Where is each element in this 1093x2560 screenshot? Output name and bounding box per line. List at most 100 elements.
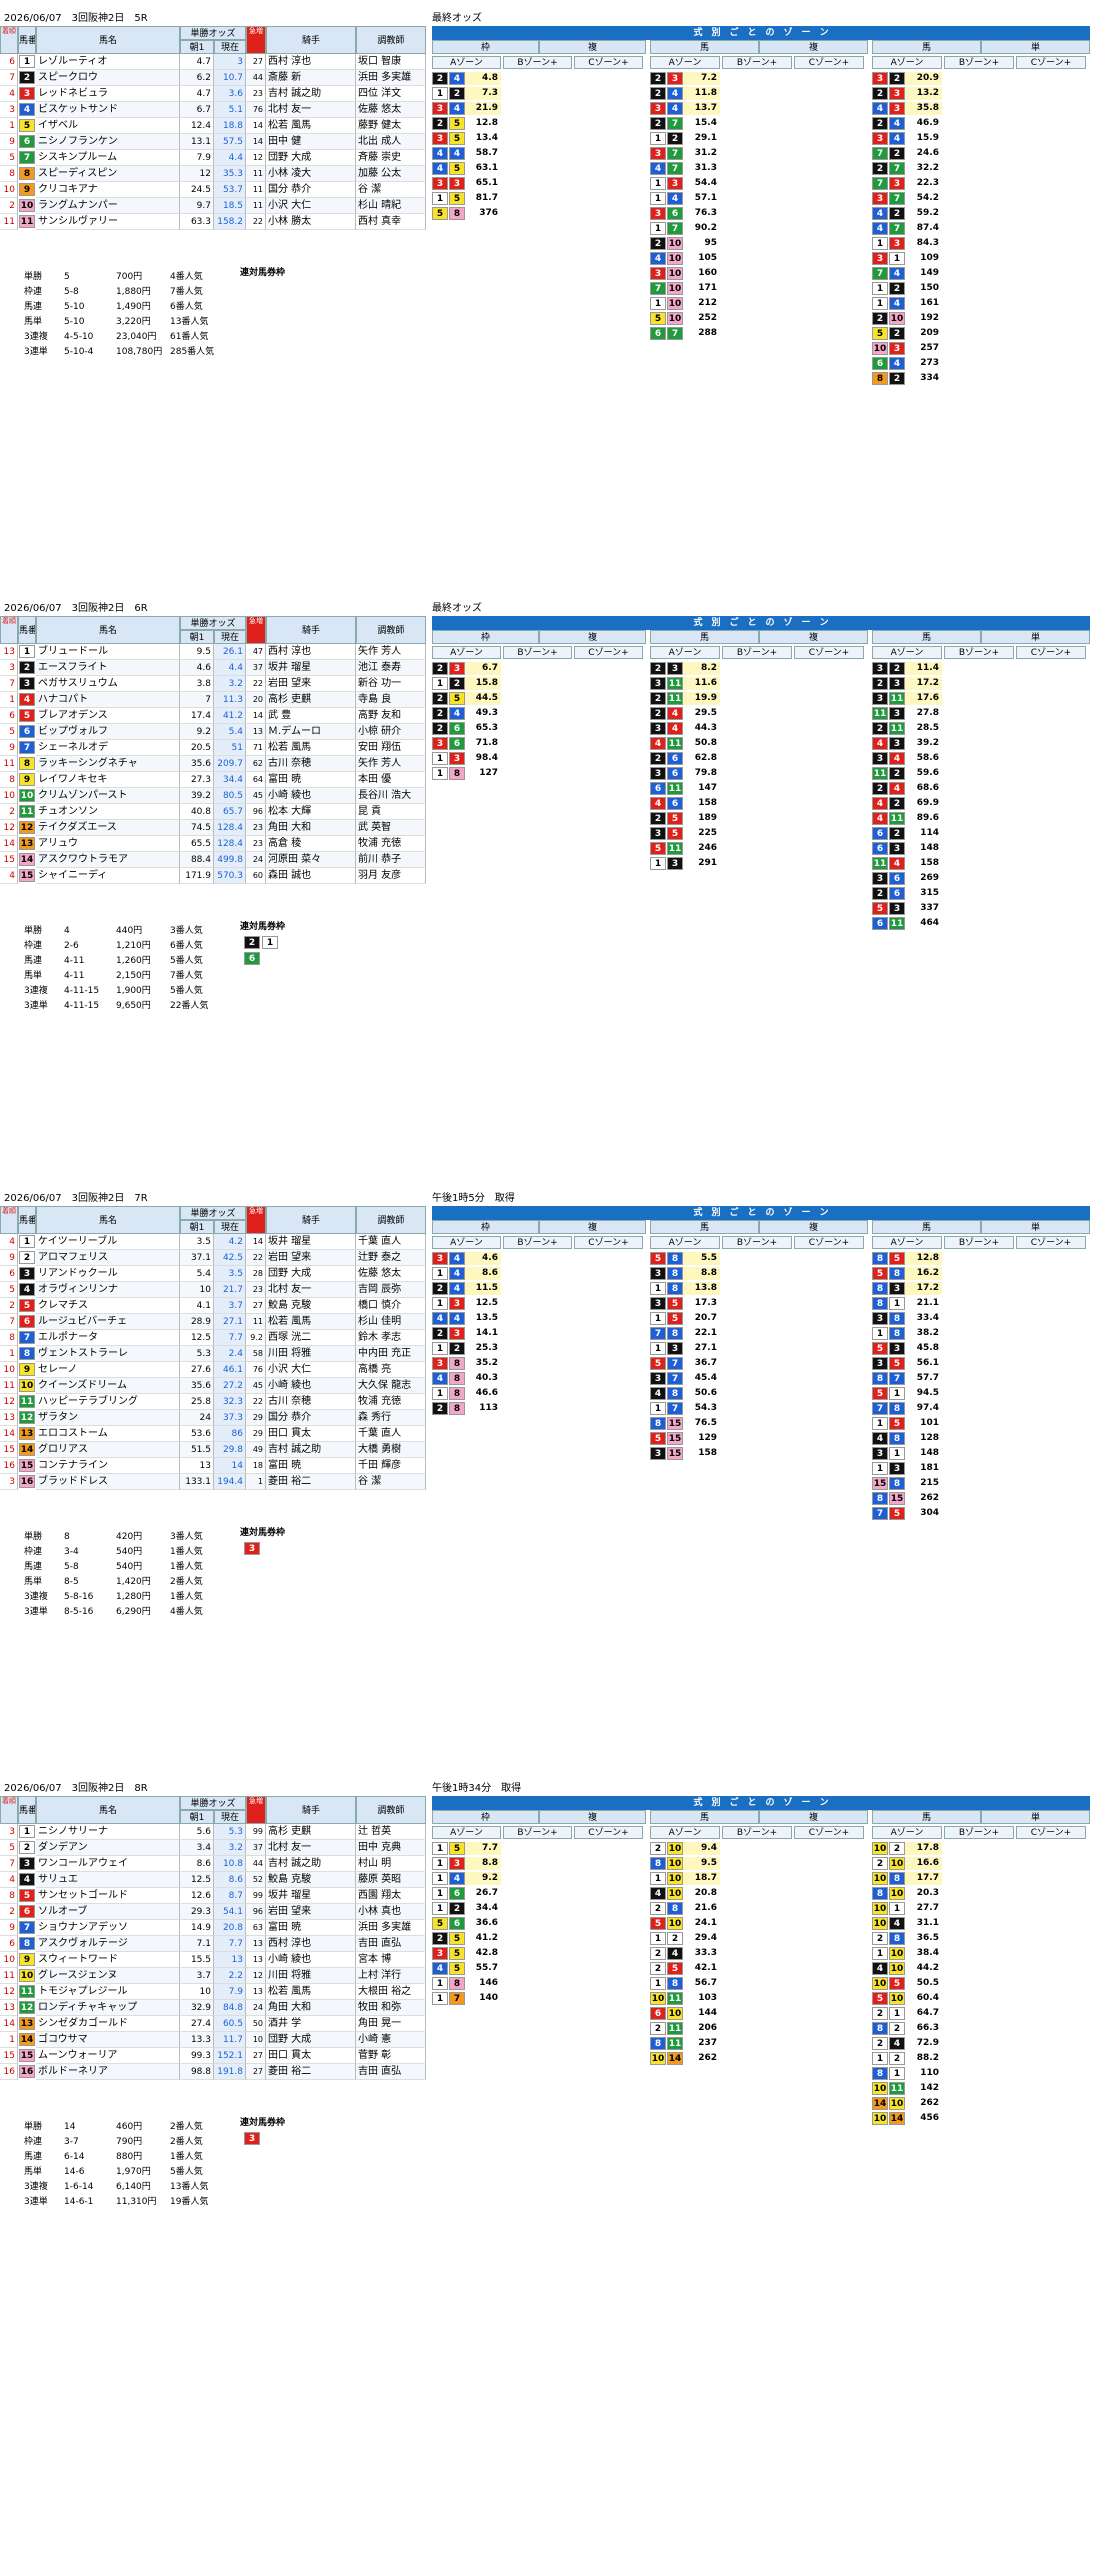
jockey: 菱田 裕二 — [266, 1474, 356, 1490]
change: 52 — [246, 1872, 266, 1888]
combo-first: 10 — [872, 2082, 888, 2095]
section-b: 複 — [759, 40, 868, 54]
jockey: 吉村 誠之助 — [266, 1442, 356, 1458]
horse-name: シンゼダカゴールド — [36, 2016, 180, 2032]
horse-number: 8 — [19, 1347, 35, 1360]
change: 96 — [246, 804, 266, 820]
zone-odds: 36.6 — [465, 1917, 501, 1930]
odds-now: 13 — [214, 1952, 246, 1968]
trainer: 杉山 晴紀 — [356, 198, 426, 214]
horse-name: ビスケットサンド — [36, 102, 180, 118]
combo-second: 3 — [449, 1327, 465, 1340]
zone-label: Cゾーン+ — [574, 1236, 643, 1249]
combo-second: 4 — [889, 1917, 905, 1930]
section-b: 複 — [539, 40, 646, 54]
finish: 1 — [0, 692, 18, 708]
zone-odds: 79.8 — [683, 767, 720, 780]
bet-type: 3連複 — [24, 332, 48, 342]
combo: 5-8-16 — [64, 1592, 94, 1602]
combo-first: 1 — [872, 297, 888, 310]
section-a: 枠 — [432, 1220, 539, 1234]
zone-odds: 46.9 — [905, 117, 942, 130]
zone-odds: 160 — [683, 267, 720, 280]
section-b: 複 — [759, 630, 868, 644]
rentai-frame: 6 — [244, 952, 260, 965]
rentai-frame: 2 — [244, 936, 260, 949]
zone-odds: 33.4 — [905, 1312, 942, 1325]
zone-label: Aゾーン — [650, 1826, 720, 1839]
combo-first: 3 — [432, 737, 448, 750]
combo-first: 8 — [872, 1252, 888, 1265]
combo-first: 8 — [650, 2037, 666, 2050]
rentai-label: 連対馬券枠 — [240, 2118, 286, 2128]
jockey: 坂井 瑠星 — [266, 1234, 356, 1250]
trainer: 新谷 功一 — [356, 676, 426, 692]
section-a: 馬 — [872, 1220, 981, 1234]
horse-name: ソルオーブ — [36, 1904, 180, 1920]
zone-odds: 15.4 — [683, 117, 720, 130]
combo-first: 4 — [872, 797, 888, 810]
combo-second: 3 — [667, 1342, 683, 1355]
finish: 16 — [0, 2064, 18, 2080]
section-b: 複 — [539, 630, 646, 644]
zone-odds: 17.3 — [683, 1297, 720, 1310]
trainer: 牧浦 充徳 — [356, 1394, 426, 1410]
combo-first: 4 — [432, 147, 448, 160]
trainer: 浜田 多実雄 — [356, 1920, 426, 1936]
combo-second: 11 — [667, 842, 683, 855]
combo-second: 10 — [667, 1917, 683, 1930]
finish: 8 — [0, 166, 18, 182]
zone-odds: 7.7 — [465, 1842, 501, 1855]
zone-odds: 16.6 — [905, 1857, 942, 1870]
zone-odds: 18.7 — [683, 1872, 720, 1885]
bet-type: 3連単 — [24, 1607, 48, 1617]
zone-odds: 128 — [905, 1432, 942, 1445]
combo-first: 3 — [650, 207, 666, 220]
trainer: 千葉 直人 — [356, 1234, 426, 1250]
popularity: 5番人気 — [170, 2167, 203, 2177]
zone-odds: 150 — [905, 282, 942, 295]
trainer: 田中 克典 — [356, 1840, 426, 1856]
zone-odds: 50.8 — [683, 737, 720, 750]
odds-now: 20.8 — [214, 1920, 246, 1936]
combo: 4-11 — [64, 971, 85, 981]
horse-number: 6 — [19, 1315, 35, 1328]
trainer: 佐藤 悠太 — [356, 1266, 426, 1282]
horse-number: 3 — [19, 1267, 35, 1280]
finish: 10 — [0, 788, 18, 804]
odds-now: 209.7 — [214, 756, 246, 772]
combo-first: 10 — [872, 342, 888, 355]
finish: 14 — [0, 2016, 18, 2032]
combo-second: 10 — [667, 282, 683, 295]
zone-odds: 9.5 — [683, 1857, 720, 1870]
amount: 1,880円 — [116, 287, 151, 297]
zone-label: Cゾーン+ — [1016, 1826, 1086, 1839]
jockey: 田口 貫太 — [266, 1426, 356, 1442]
jockey: 岩田 望来 — [266, 676, 356, 692]
popularity: 2番人気 — [170, 1577, 203, 1587]
horse-number: 11 — [19, 805, 35, 818]
zone-odds: 49.3 — [465, 707, 501, 720]
horse-number: 5 — [19, 1299, 35, 1312]
zone-odds: 60.4 — [905, 1992, 942, 2005]
odds-morning: 39.2 — [180, 788, 214, 804]
finish: 8 — [0, 772, 18, 788]
zone-label: Bゾーン+ — [944, 1236, 1014, 1249]
zone-odds: 69.9 — [905, 797, 942, 810]
trainer: 羽月 友彦 — [356, 868, 426, 884]
combo-second: 3 — [889, 677, 905, 690]
odds-now: 3 — [214, 54, 246, 70]
col-header: 騎手 — [266, 616, 356, 644]
combo-second: 10 — [667, 267, 683, 280]
horse-name: グロリアス — [36, 1442, 180, 1458]
combo-second: 8 — [889, 1402, 905, 1415]
odds-now: 4.4 — [214, 150, 246, 166]
zone-odds: 192 — [905, 312, 942, 325]
change: 14 — [246, 1234, 266, 1250]
section-b: 複 — [539, 1220, 646, 1234]
combo-second: 8 — [449, 1387, 465, 1400]
jockey: 鮫島 克駿 — [266, 1872, 356, 1888]
zone-odds: 158 — [683, 797, 720, 810]
zone-odds: 127 — [465, 767, 501, 780]
jockey: 吉村 誠之助 — [266, 1856, 356, 1872]
